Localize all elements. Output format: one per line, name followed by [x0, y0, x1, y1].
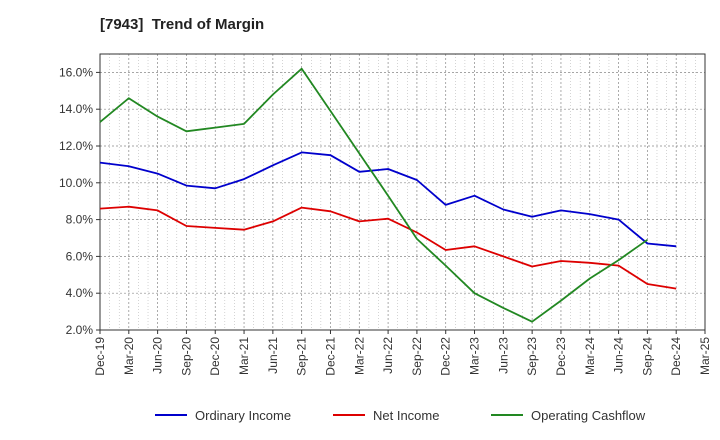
- x-tick-label: Mar-21: [237, 337, 251, 375]
- x-tick-label: Dec-23: [554, 337, 568, 376]
- operating-cashflow-legend-label: Operating Cashflow: [531, 408, 646, 423]
- y-tick-label: 6.0%: [66, 249, 94, 263]
- y-tick-label: 12.0%: [59, 139, 93, 153]
- x-tick-label: Dec-22: [439, 337, 453, 376]
- chart-title: [7943] Trend of Margin: [100, 16, 265, 33]
- x-tick-label: Mar-20: [122, 337, 136, 375]
- x-tick-label: Jun-22: [381, 337, 395, 374]
- x-tick-label: Sep-24: [640, 337, 654, 376]
- y-tick-label: 10.0%: [59, 176, 93, 190]
- grid: [100, 54, 705, 330]
- y-tick-label: 2.0%: [66, 323, 94, 337]
- ordinary-income-legend-label: Ordinary Income: [195, 408, 291, 423]
- x-tick-label: Mar-23: [468, 337, 482, 375]
- ordinary-income-line: [99, 151, 677, 248]
- y-tick-label: 16.0%: [59, 65, 93, 79]
- x-tick-label: Dec-19: [93, 337, 107, 376]
- x-tick-label: Jun-21: [266, 337, 280, 374]
- y-tick-label: 4.0%: [66, 286, 94, 300]
- series-lines: [99, 67, 677, 323]
- y-tick-label: 8.0%: [66, 213, 94, 227]
- x-tick-label: Jun-24: [612, 337, 626, 374]
- x-tick-label: Sep-22: [410, 337, 424, 376]
- x-tick-label: Mar-24: [583, 337, 597, 375]
- x-tick-label: Sep-20: [179, 337, 193, 376]
- operating-cashflow-line: [99, 67, 648, 323]
- x-tick-label: Dec-24: [669, 337, 683, 376]
- x-axis: Dec-19 Mar-20 Jun-20 Sep-20 Dec-20 Mar-21 Jun-…: [93, 330, 712, 376]
- x-tick-label: Sep-23: [525, 337, 539, 376]
- x-tick-label: Mar-22: [352, 337, 366, 375]
- y-tick-label: 14.0%: [59, 102, 93, 116]
- x-tick-label: Dec-20: [208, 337, 222, 376]
- y-axis: 2.0% 4.0% 6.0% 8.0% 10.0% 12.0% 14.0% 16.0%: [59, 65, 100, 337]
- plot-frame: [99, 53, 706, 331]
- x-tick-label: Dec-21: [323, 337, 337, 376]
- x-tick-label: Jun-20: [151, 337, 165, 374]
- x-tick-label: Mar-25: [698, 337, 712, 375]
- net-income-legend-label: Net Income: [373, 408, 439, 423]
- x-tick-label: Sep-21: [295, 337, 309, 376]
- net-income-line: [99, 205, 677, 290]
- legend: Ordinary Income Net Income Operating Cashf…: [155, 408, 646, 423]
- x-tick-label: Jun-23: [496, 337, 510, 374]
